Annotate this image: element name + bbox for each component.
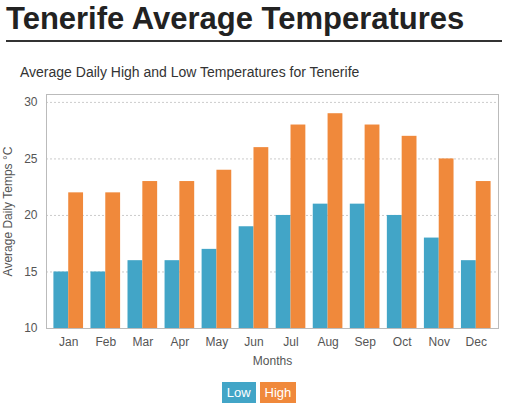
- html-text:Low: Low: [226, 385, 251, 400]
- svg-text:Sep: Sep: [354, 335, 376, 349]
- svg-text:25: 25: [24, 152, 38, 166]
- svg-text:Dec: Dec: [466, 335, 487, 349]
- svg-text:30: 30: [24, 95, 38, 109]
- svg-text:Nov: Nov: [429, 335, 450, 349]
- svg-text:Oct: Oct: [393, 335, 412, 349]
- svg-text:Aug: Aug: [317, 335, 338, 349]
- svg-text:Jan: Jan: [59, 335, 78, 349]
- svg-text:10: 10: [24, 321, 38, 335]
- svg-text:Mar: Mar: [132, 335, 153, 349]
- html-text:Tenerife Average Temperatures: Tenerife Average Temperatures: [6, 1, 465, 36]
- svg-text:Apr: Apr: [171, 335, 190, 349]
- svg-text:Months: Months: [253, 354, 292, 368]
- svg-text:May: May: [206, 335, 229, 349]
- html-text:Average Daily High and Low Tem: Average Daily High and Low Temperatures …: [20, 64, 360, 80]
- svg-text:Feb: Feb: [95, 335, 116, 349]
- svg-text:Jun: Jun: [244, 335, 263, 349]
- html-text:High: High: [264, 385, 292, 400]
- svg-text:20: 20: [24, 208, 38, 222]
- svg-text:15: 15: [24, 265, 38, 279]
- svg-text:Jul: Jul: [283, 335, 298, 349]
- svg-text:Average Daily Temps °C: Average Daily Temps °C: [1, 146, 15, 276]
